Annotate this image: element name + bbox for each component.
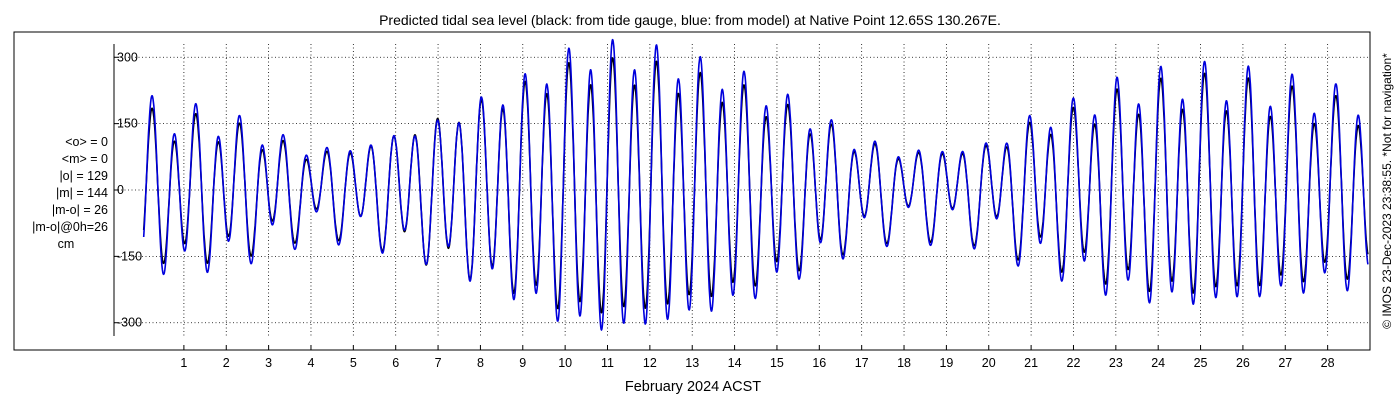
x-axis-label: February 2024 ACST [625,379,761,395]
x-tick-label: 2 [223,356,230,370]
x-tick-label: 4 [308,356,315,370]
x-tick-label: 25 [1194,356,1208,370]
copyright-note: © IMOS 23-Dec-2023 23:38:55. *Not for na… [1380,53,1394,329]
chart-title: Predicted tidal sea level (black: from t… [379,12,1001,28]
grid [114,44,1370,336]
x-tick-label: 28 [1321,356,1335,370]
x-tick-label: 12 [643,356,657,370]
stat-line: cm [58,237,75,251]
stat-line: |m| = 144 [56,186,108,200]
x-tick-label: 7 [435,356,442,370]
x-tick-label: 20 [982,356,996,370]
x-tick-label: 11 [601,356,614,370]
series-line-model [142,38,1369,331]
y-tick-label: 0 [117,183,124,197]
x-tick-label: 26 [1236,356,1250,370]
x-tick-label: 23 [1109,356,1123,370]
stat-line: |m-o| = 26 [52,203,108,217]
x-tick-label: 27 [1278,356,1292,370]
y-tick-label: 150 [117,117,138,131]
series-line-gauge [142,57,1369,314]
y-tick-label: -150 [117,249,142,263]
x-tick-label: 18 [897,356,911,370]
y-tick-label: -300 [117,316,142,330]
stats-panel: <o> = 0 <m> = 0 |o| = 129 |m| = 144 |m-o| = … [32,135,108,251]
x-tick-label: 6 [392,356,399,370]
x-tick-label: 10 [558,356,572,370]
x-tick-label: 19 [939,356,953,370]
x-tick-label: 16 [812,356,826,370]
stat-line: <o> = 0 [65,135,108,149]
x-tick-label: 5 [350,356,357,370]
x-tick-label: 3 [265,356,272,370]
stat-line: |m-o|@0h=26 [32,220,108,234]
y-tick-label: 300 [117,50,138,64]
x-tick-label: 13 [685,356,699,370]
x-tick-label: 24 [1151,356,1165,370]
x-tick-label: 14 [728,356,742,370]
x-tick-label: 8 [477,356,484,370]
stat-line: |o| = 129 [59,169,108,183]
x-tick-label: 22 [1067,356,1081,370]
x-tick-label: 15 [770,356,784,370]
x-tick-label: 21 [1024,356,1038,370]
x-tick-label: 17 [855,356,869,370]
x-tick-label: 1 [180,356,187,370]
x-tick-label: 9 [519,356,526,370]
series-lines [142,38,1369,331]
stat-line: <m> = 0 [62,152,108,166]
